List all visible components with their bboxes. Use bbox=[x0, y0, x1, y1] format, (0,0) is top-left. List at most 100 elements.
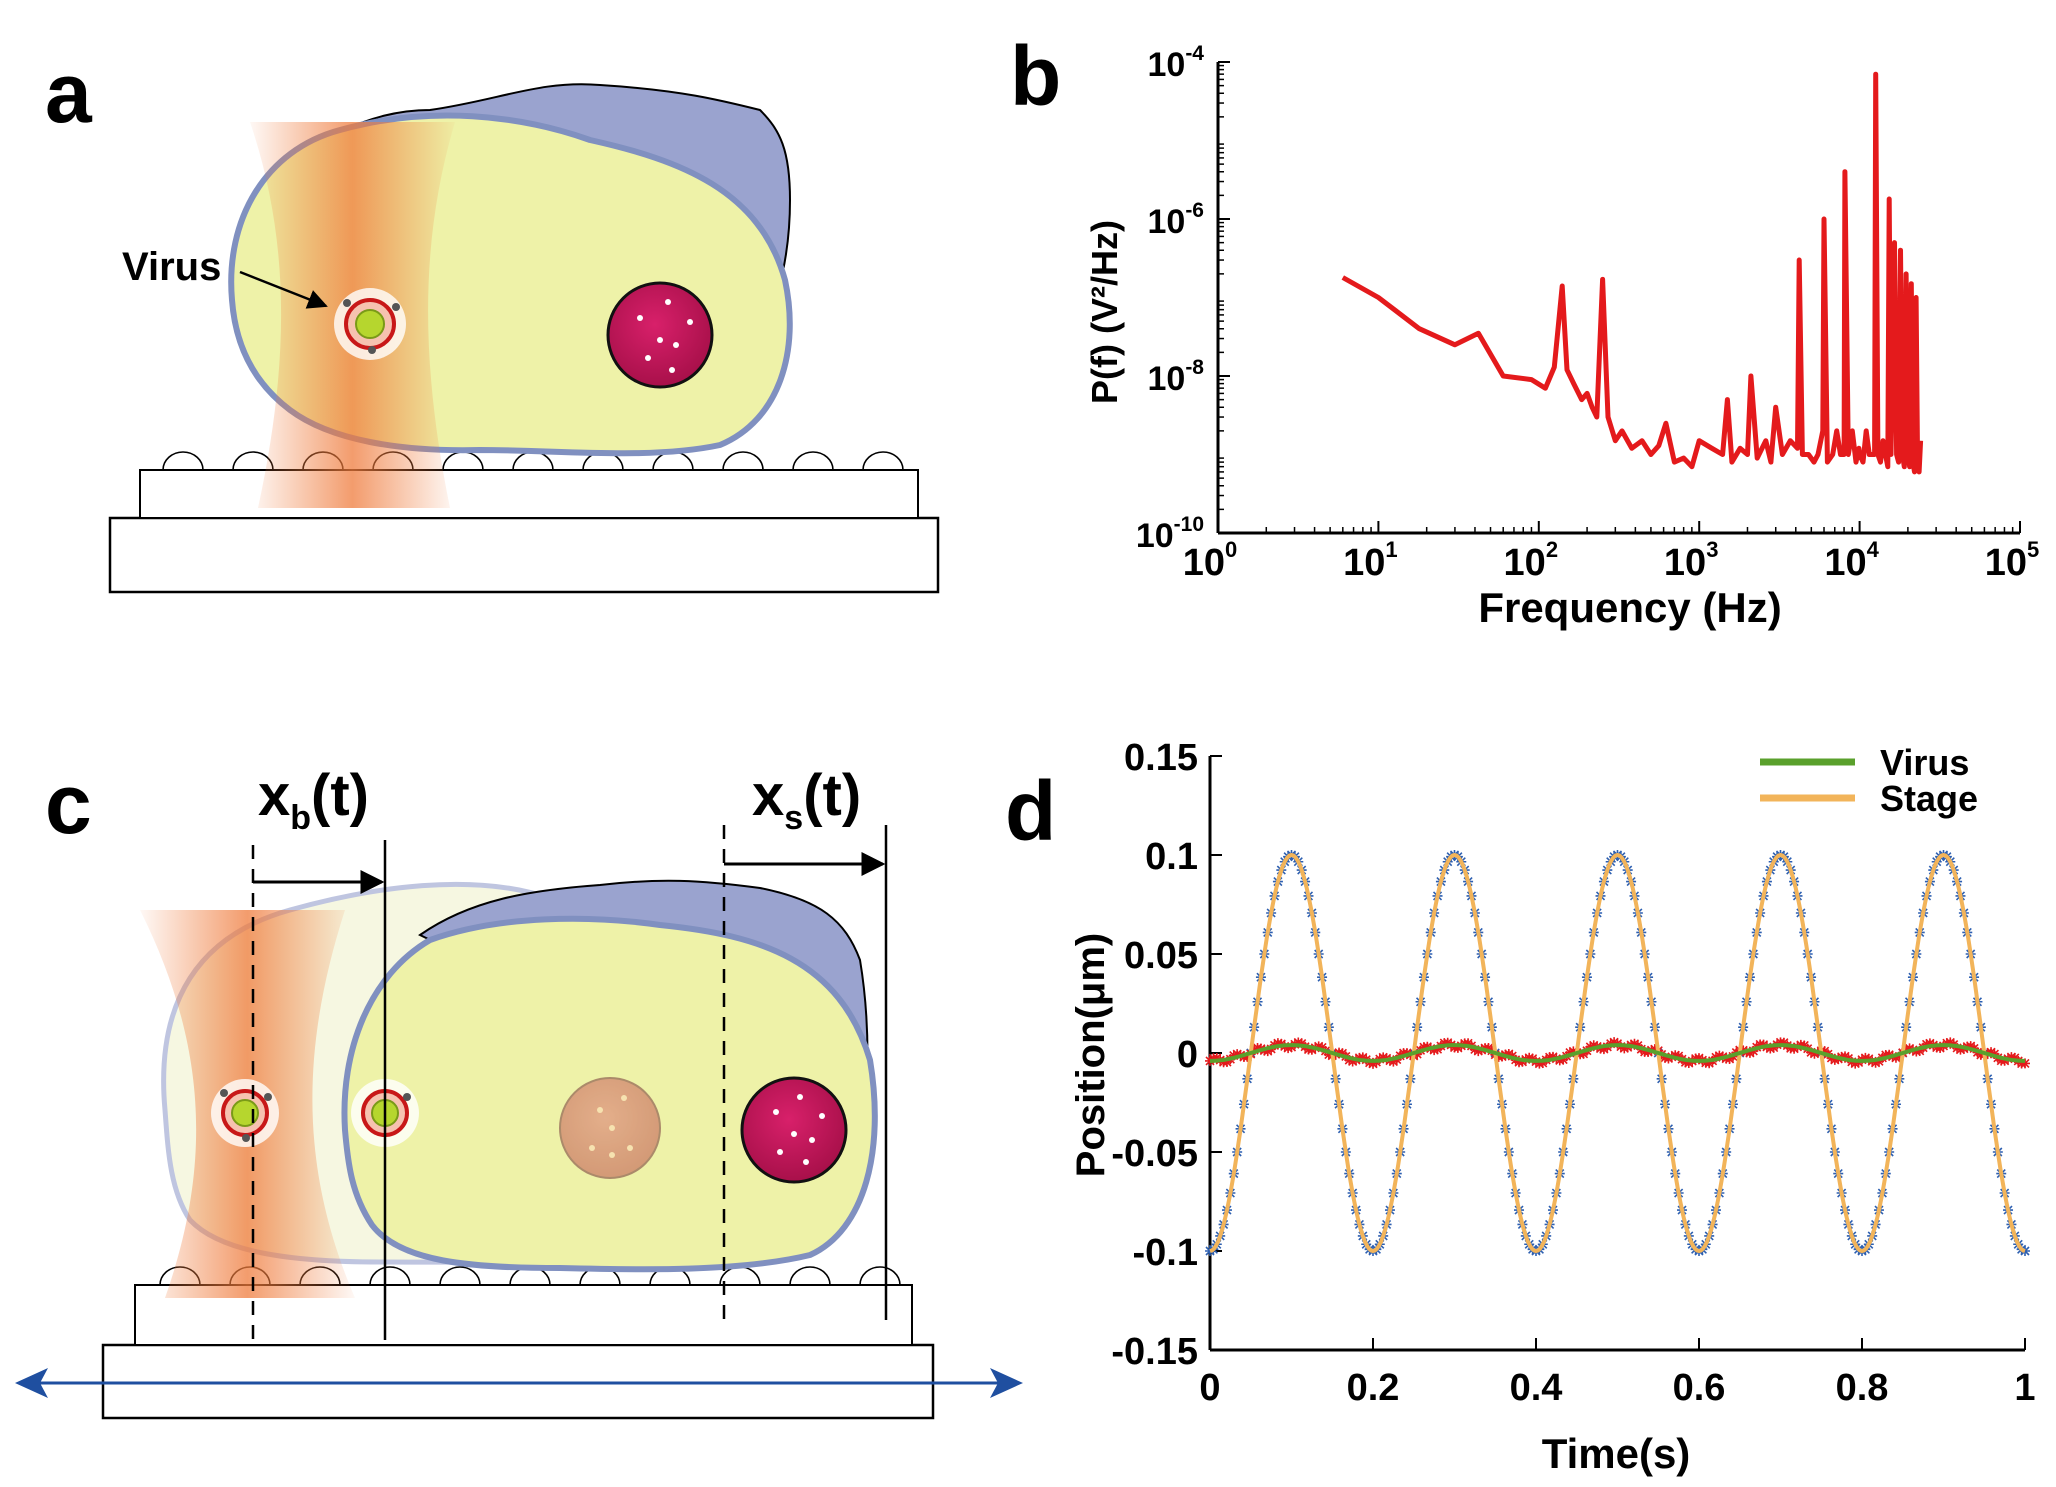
y-tick-label: 0.15 bbox=[1124, 737, 1198, 779]
data-point bbox=[1283, 1043, 1294, 1054]
panel-d-ylabel: Position(μm) bbox=[1069, 933, 1113, 1177]
panel-d-letter: d bbox=[1005, 764, 1056, 858]
data-point bbox=[1547, 1051, 1558, 1062]
data-point bbox=[1714, 1050, 1725, 1061]
data-point bbox=[1524, 1052, 1535, 1063]
legend-label-stage: Stage bbox=[1880, 778, 1978, 819]
data-point bbox=[1228, 1050, 1239, 1061]
data-point bbox=[1663, 1053, 1674, 1064]
x-tick-label: 0.4 bbox=[1510, 1367, 1563, 1409]
panel-d-xlabel: Time(s) bbox=[1542, 1430, 1691, 1477]
data-point bbox=[1347, 1056, 1358, 1067]
panel-a-virus-label: Virus bbox=[122, 245, 221, 289]
y-tick-label: 10-8 bbox=[1147, 356, 1204, 398]
data-point bbox=[1870, 1057, 1881, 1068]
x-tick-label: 100 bbox=[1183, 537, 1238, 584]
x-tick-label: 0 bbox=[1199, 1367, 1220, 1409]
data-point bbox=[1884, 1049, 1895, 1060]
spectrum-series-line bbox=[1341, 71, 1924, 475]
panel-a-letter: a bbox=[45, 46, 93, 140]
series-fit-line-stage bbox=[1209, 852, 2026, 1254]
legend-label-virus: Virus bbox=[1880, 742, 1969, 783]
data-point bbox=[1313, 1041, 1324, 1052]
data-point bbox=[1473, 1046, 1484, 1057]
panel-a-virus-arrow bbox=[239, 270, 328, 309]
panel-b-xlabel: Frequency (Hz) bbox=[1478, 584, 1781, 631]
panel-b-letter: b bbox=[1010, 29, 1061, 123]
panel-c-xs-label: xs(t) bbox=[752, 763, 861, 837]
data-point bbox=[1378, 1052, 1389, 1063]
data-point bbox=[1503, 1048, 1514, 1059]
data-point bbox=[1232, 1049, 1243, 1060]
data-point bbox=[1904, 1043, 1915, 1054]
data-point bbox=[1765, 1043, 1776, 1054]
data-point bbox=[1789, 1043, 1800, 1054]
panel-d: d 0 0.2 0.4 0.6 0.8 1 -0.15 -0.1 -0.05 0 0.05 0.1 0.… bbox=[1005, 737, 2036, 1477]
y-tick-label: 10-4 bbox=[1147, 42, 1204, 84]
y-tick-label: 10-10 bbox=[1136, 513, 1204, 555]
panel-a-coverslip bbox=[139, 469, 919, 519]
data-point bbox=[1986, 1047, 1997, 1058]
data-point bbox=[1921, 1039, 1932, 1050]
x-tick-label: 1 bbox=[2014, 1367, 2035, 1409]
y-tick-label: 0.1 bbox=[1145, 836, 1198, 878]
y-tick-label: -0.1 bbox=[1133, 1232, 1198, 1274]
x-tick-label: 101 bbox=[1343, 537, 1398, 584]
data-point bbox=[1850, 1058, 1861, 1069]
y-tick-label: 10-6 bbox=[1147, 199, 1204, 241]
data-point bbox=[1429, 1045, 1440, 1056]
panel-c-ghost-nucleus-dots bbox=[589, 1095, 633, 1158]
data-point bbox=[1999, 1055, 2010, 1066]
data-point bbox=[1422, 1041, 1433, 1052]
data-point bbox=[1564, 1047, 1575, 1058]
data-point bbox=[1388, 1056, 1399, 1067]
panel-a-nucleus bbox=[606, 281, 714, 389]
data-point bbox=[1955, 1044, 1966, 1055]
data-point bbox=[1357, 1052, 1368, 1063]
panel-a: a bbox=[45, 46, 940, 594]
data-point bbox=[1744, 1047, 1755, 1058]
data-point bbox=[2020, 1058, 2030, 1069]
data-point bbox=[1469, 1044, 1480, 1055]
data-point bbox=[1585, 1041, 1596, 1052]
x-tick-label: 0.6 bbox=[1673, 1367, 1726, 1409]
panel-c-nucleus-dots bbox=[773, 1094, 825, 1165]
data-point bbox=[1629, 1038, 1640, 1049]
data-point bbox=[1262, 1046, 1273, 1057]
data-point bbox=[1924, 1038, 1935, 1049]
data-point bbox=[1840, 1051, 1851, 1062]
data-point bbox=[1901, 1044, 1912, 1055]
panel-a-virus bbox=[334, 288, 406, 360]
x-tick-label: 102 bbox=[1504, 537, 1559, 584]
y-tick-label: -0.05 bbox=[1111, 1133, 1198, 1175]
power-spectrum-chart: 100 101 102 103 104 105 10-10 10-8 10-6 10-4 bbox=[1136, 42, 2039, 584]
data-point bbox=[1670, 1050, 1681, 1061]
data-point bbox=[1890, 1052, 1901, 1063]
panel-c-xb-label: xb(t) bbox=[258, 763, 369, 837]
data-point bbox=[1452, 1042, 1463, 1053]
panel-a-nucleus-dots bbox=[637, 299, 693, 373]
data-point bbox=[1806, 1047, 1817, 1058]
data-point bbox=[1293, 1037, 1304, 1048]
data-point bbox=[1554, 1055, 1565, 1066]
data-point bbox=[1609, 1037, 1620, 1048]
x-tick-label: 0.8 bbox=[1836, 1367, 1889, 1409]
y-tick-label: -0.15 bbox=[1111, 1331, 1198, 1373]
y-tick-label: 0.05 bbox=[1124, 935, 1198, 977]
data-point bbox=[1683, 1058, 1694, 1069]
panel-a-substrate bbox=[108, 516, 940, 594]
panel-b-ylabel: P(f) (V²/Hz) bbox=[1084, 220, 1125, 404]
data-point bbox=[1935, 1043, 1946, 1054]
panel-c-nucleus bbox=[740, 1076, 848, 1184]
data-point bbox=[1809, 1048, 1820, 1059]
position-time-chart: 0 0.2 0.4 0.6 0.8 1 -0.15 -0.1 -0.05 0 0.05 0.1 0.15… bbox=[1111, 737, 2035, 1409]
panel-b: b 100 101 102 103 104 105 10-10 10-8 10-6 10-4 P(… bbox=[1010, 29, 2039, 631]
panel-c-stage-motion-arrow bbox=[15, 1368, 1023, 1398]
data-point bbox=[1860, 1052, 1871, 1063]
x-tick-label: 104 bbox=[1824, 537, 1879, 584]
x-tick-label: 105 bbox=[1985, 537, 2040, 584]
data-point bbox=[2006, 1052, 2017, 1063]
data-point bbox=[1758, 1039, 1769, 1050]
data-point bbox=[1211, 1052, 1222, 1063]
